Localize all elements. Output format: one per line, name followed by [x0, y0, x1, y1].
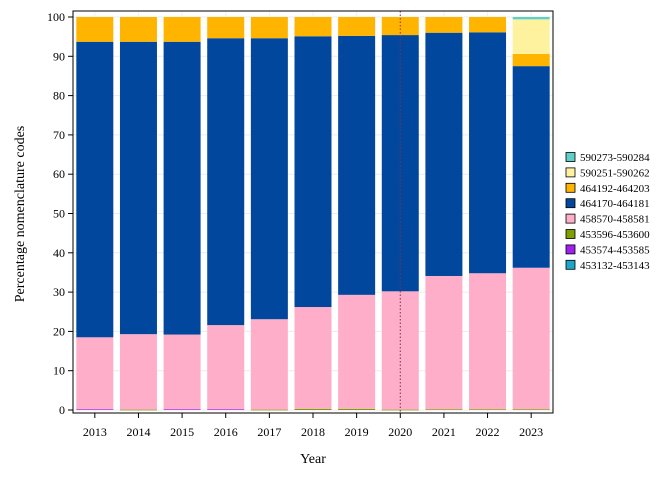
bar-segment: [338, 408, 376, 410]
legend-item: 453596-453600: [565, 229, 650, 241]
x-tick-label: 2019: [345, 425, 369, 439]
legend-swatch: [565, 213, 576, 224]
bar-segment: [250, 38, 288, 320]
bar-segment: [512, 66, 550, 268]
y-tick-label: 20: [53, 324, 65, 338]
bar-segment: [512, 53, 550, 67]
bar-segment: [512, 19, 550, 54]
bar-segment: [119, 41, 157, 335]
bar-segment: [469, 32, 507, 274]
bar-segment: [207, 38, 245, 326]
x-tick-label: 2015: [170, 425, 194, 439]
legend-label: 453596-453600: [580, 229, 650, 241]
y-axis-title: Percentage nomenclature codes: [13, 126, 28, 302]
bar-segment: [76, 409, 114, 411]
bar-segment: [425, 17, 463, 33]
bar-segment: [294, 307, 332, 409]
bar-segment: [338, 294, 376, 409]
x-tick-label: 2013: [83, 425, 107, 439]
y-tick-label: 100: [47, 10, 65, 24]
legend-swatch: [565, 259, 576, 270]
x-tick-label: 2017: [257, 425, 281, 439]
bar-segment: [294, 36, 332, 308]
bar-segment: [512, 17, 550, 20]
x-tick-label: 2023: [519, 425, 543, 439]
bar-segment: [512, 409, 550, 411]
bar-segment: [76, 41, 114, 338]
legend-item: 453574-453585: [565, 244, 650, 256]
y-tick-label: 80: [53, 89, 65, 103]
x-tick-label: 2016: [214, 425, 238, 439]
bar-segment: [294, 17, 332, 37]
bar-segment: [425, 275, 463, 410]
legend-swatch: [565, 229, 576, 239]
bar-segment: [76, 337, 114, 410]
y-tick-label: 70: [53, 128, 65, 142]
legend-label: 453574-453585: [580, 244, 650, 256]
legend-label: 464170-464181: [580, 198, 650, 210]
legend-label: 590251-590262: [580, 167, 650, 179]
bar-segment: [425, 409, 463, 411]
y-tick-label: 0: [59, 403, 65, 417]
bar-segment: [119, 17, 157, 42]
x-tick-label: 2022: [476, 425, 500, 439]
bar-segment: [119, 409, 157, 411]
legend-item: 590251-590262: [565, 167, 650, 179]
bar-segment: [425, 32, 463, 276]
x-tick-label: 2014: [126, 425, 150, 439]
legend-label: 458570-458581: [580, 214, 650, 226]
y-tick-label: 40: [53, 246, 65, 260]
bar-segment: [119, 334, 157, 410]
legend-item: 590273-590284: [565, 152, 650, 164]
legend-label: 590273-590284: [580, 152, 650, 164]
bar-segment: [294, 408, 332, 410]
legend-label: 464192-464203: [580, 183, 650, 195]
axes: 0 10 20 30 40 50 60 70 80 90 100 2013 2014 2015 2016 20…: [47, 10, 554, 439]
legend-swatch: [565, 244, 576, 255]
bar-segment: [469, 17, 507, 33]
legend-item: 458570-458581: [565, 213, 650, 226]
y-tick-label: 10: [53, 364, 65, 378]
y-tick-label: 60: [53, 167, 65, 181]
bar-segment: [469, 409, 507, 411]
y-tick-label: 50: [53, 207, 65, 221]
x-tick-label: 2020: [388, 425, 412, 439]
bar-segment: [250, 409, 288, 411]
bar-segment: [250, 319, 288, 410]
bar-segment: [338, 35, 376, 295]
legend-swatch: [565, 182, 576, 193]
legend-swatch: [565, 152, 576, 162]
bar-segment: [207, 409, 245, 411]
legend-swatch: [565, 198, 576, 209]
bar-segment: [207, 325, 245, 410]
x-tick-label: 2021: [432, 425, 456, 439]
legend: 590273-590284 590251-590262 464192-464203 4…: [565, 152, 650, 272]
bar-segment: [163, 334, 201, 410]
bar-segment: [163, 409, 201, 411]
bar-segment: [163, 41, 201, 335]
legend-item: 453132-453143: [565, 259, 650, 272]
x-axis-title: Year: [300, 452, 326, 467]
bar-segment: [207, 17, 245, 39]
legend-item: 464192-464203: [565, 182, 650, 195]
bar-segment: [250, 17, 288, 39]
bars: [76, 17, 550, 411]
bar-segment: [76, 17, 114, 42]
x-tick-label: 2018: [301, 425, 325, 439]
legend-swatch: [565, 167, 576, 178]
legend-item: 464170-464181: [565, 198, 650, 210]
legend-label: 453132-453143: [580, 260, 650, 272]
bar-segment: [512, 267, 550, 410]
bar-segment: [469, 273, 507, 410]
bar-segment: [163, 17, 201, 42]
bar-segment: [338, 17, 376, 36]
y-tick-label: 30: [53, 285, 65, 299]
y-tick-label: 90: [53, 49, 65, 63]
